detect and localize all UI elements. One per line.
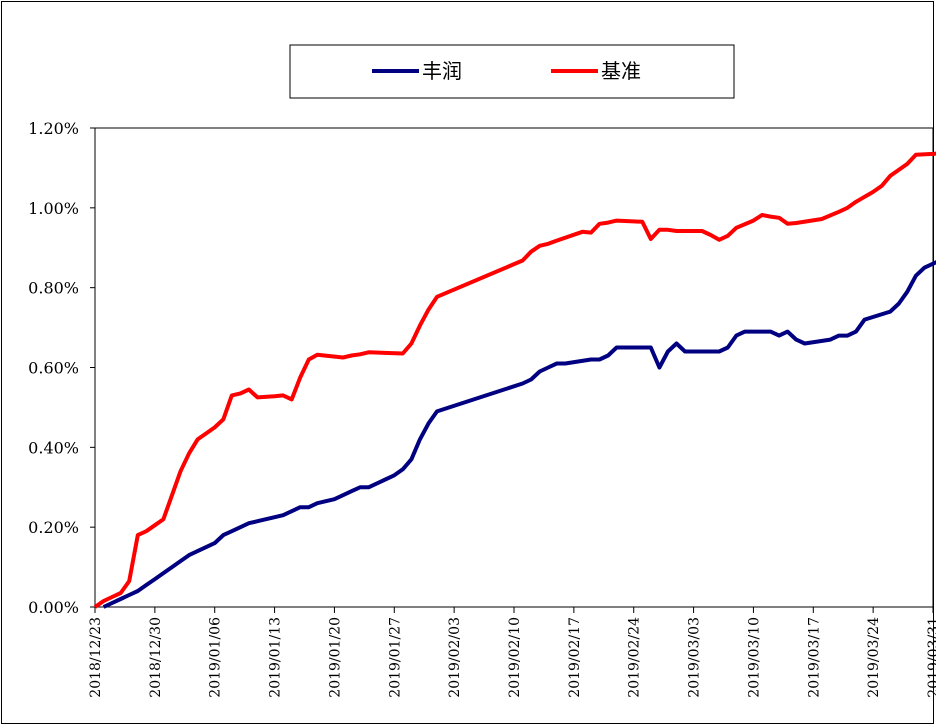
x-tick-label: 2019/02/10: [507, 617, 523, 698]
x-tick-label: 2019/01/20: [327, 617, 343, 698]
y-tick-label: 0.40%: [28, 438, 79, 457]
y-tick-label: 1.20%: [28, 119, 79, 138]
y-tick-label: 0.00%: [28, 598, 79, 617]
x-tick-label: 2019/02/03: [447, 617, 463, 698]
series-line-2: [93, 151, 936, 609]
y-tick-label: 0.20%: [28, 518, 79, 537]
x-tick-label: 2018/12/30: [148, 617, 164, 698]
x-tick-label: 2019/02/17: [567, 617, 583, 698]
legend-box: [289, 44, 735, 99]
x-tick-label: 2019/01/13: [268, 617, 284, 698]
x-tick-label: 2019/03/24: [866, 617, 882, 698]
x-axis: 2018/12/23 2018/12/30 2019/01/06 2019/01/13…: [88, 607, 936, 698]
x-tick-label: 2019/03/03: [687, 617, 703, 698]
x-tick-label: 2018/12/23: [88, 617, 104, 698]
y-tick-label: 0.60%: [28, 359, 79, 378]
x-tick-label: 2019/03/31: [926, 617, 936, 698]
legend: 丰润 基准: [289, 44, 735, 99]
series-layer: [93, 151, 936, 609]
x-tick-label: 2019/01/06: [208, 617, 224, 698]
y-tick-label: 1.00%: [28, 199, 79, 218]
legend-label-series-1: 丰润: [422, 59, 462, 83]
x-tick-label: 2019/01/27: [387, 617, 403, 698]
y-axis: 0.00% 0.20% 0.40% 0.60% 0.80% 1.00% 1.20%: [28, 119, 95, 617]
x-tick-label: 2019/02/24: [627, 617, 643, 698]
series-line-1: [102, 260, 936, 609]
legend-label-series-2: 基准: [601, 59, 641, 83]
x-tick-label: 2019/03/17: [806, 617, 822, 698]
x-tick-label: 2019/03/10: [746, 617, 762, 698]
y-tick-label: 0.80%: [28, 279, 79, 298]
